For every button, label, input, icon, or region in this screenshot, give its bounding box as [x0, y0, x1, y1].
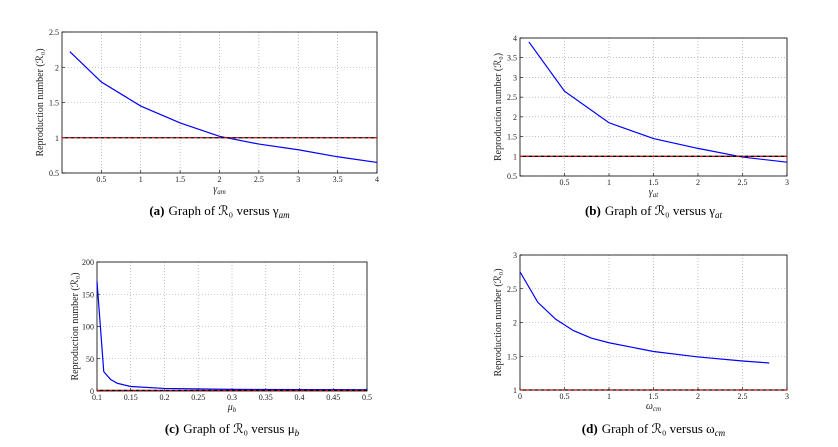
plot-frame	[519, 37, 788, 177]
y-axis-label: Reproduction number (ℛ₀)	[493, 53, 504, 161]
caption: (c) Graph of ℛ₀ versus μb	[165, 421, 300, 438]
y-tick-label: 1	[513, 386, 517, 395]
curve	[69, 51, 378, 164]
caption-sub: am	[279, 210, 291, 220]
caption-text: Graph of ℛ₀ versus γ	[605, 203, 715, 218]
x-tick-label: 3	[785, 178, 789, 187]
y-tick-label: 2	[55, 63, 59, 72]
x-tick-label: 2	[696, 392, 700, 401]
x-tick-label: 0.35	[259, 393, 273, 402]
y-tick-label: 3.5	[507, 54, 517, 63]
y-tick-label: 2.5	[507, 285, 517, 294]
caption-label: (d)	[582, 421, 598, 436]
caption-sub: cm	[715, 428, 726, 438]
x-tick-label: 0.25	[191, 393, 205, 402]
plot-frame	[61, 31, 378, 174]
y-tick-label: 2.5	[507, 93, 517, 102]
x-label-sub: at	[653, 191, 660, 199]
y-tick-label: 50	[86, 355, 94, 364]
y-tick-label: 100	[82, 323, 94, 332]
x-tick-label: 1	[139, 175, 143, 184]
x-tick-label: 2	[218, 175, 222, 184]
x-tick-label: 0.4	[295, 393, 305, 402]
y-tick-label: 2	[513, 319, 517, 328]
x-label-symbol: γ	[649, 187, 654, 198]
x-tick-label: 0.5	[560, 178, 570, 187]
y-tick-label: 3	[513, 73, 517, 82]
x-tick-label: 0.1	[92, 393, 102, 402]
x-label-symbol: ω	[646, 401, 653, 412]
y-tick-label: 1	[513, 152, 517, 161]
x-tick-label: 0.5	[96, 175, 106, 184]
curve	[519, 271, 770, 364]
x-tick-label: 1	[607, 392, 611, 401]
y-tick-label: 4	[513, 34, 517, 43]
y-tick-label: 200	[82, 258, 94, 267]
y-tick-label: 0.5	[49, 169, 59, 178]
x-tick-label: 0.15	[124, 393, 138, 402]
x-tick-label: 1.5	[175, 175, 185, 184]
caption-sub: at	[715, 210, 723, 220]
caption-text: Graph of ℛ₀ versus γ	[168, 203, 278, 218]
x-tick-label: 1.5	[649, 392, 659, 401]
caption-sub: b	[295, 428, 300, 438]
y-axis-label: Reproduction number (ℛ₀)	[493, 268, 504, 376]
x-tick-label: 3	[296, 175, 300, 184]
x-tick-label: 0	[518, 392, 522, 401]
y-tick-label: 0.5	[507, 172, 517, 181]
caption: (d) Graph of ℛ₀ versus ωcm	[582, 421, 726, 438]
caption-text: Graph of ℛ₀ versus ω	[602, 421, 715, 436]
x-tick-label: 0.3	[227, 393, 237, 402]
x-tick-label: 3	[785, 392, 789, 401]
caption-text: Graph of ℛ₀ versus μ	[183, 421, 294, 436]
x-tick-label: 2	[696, 178, 700, 187]
x-tick-label: 2.5	[254, 175, 264, 184]
x-tick-label: 2.5	[738, 392, 748, 401]
y-axis-label: Reproduction number (ℛ₀)	[70, 272, 81, 380]
x-label-symbol: μ	[227, 402, 233, 413]
x-tick-label: 0.45	[326, 393, 340, 402]
x-label-sub: am	[217, 188, 226, 196]
caption-label: (b)	[585, 203, 601, 218]
y-tick-label: 0	[90, 387, 94, 396]
y-axis-label: Reproduction number (ℛ₀)	[35, 48, 46, 156]
y-tick-label: 3	[513, 251, 517, 260]
caption: (b) Graph of ℛ₀ versus γat	[585, 203, 723, 220]
curve	[96, 281, 368, 391]
x-label-symbol: γ	[213, 184, 218, 195]
x-axis-label: ωcm	[646, 401, 661, 413]
y-tick-label: 2.5	[49, 28, 59, 37]
y-tick-label: 1.5	[507, 133, 517, 142]
x-tick-label: 3.5	[333, 175, 343, 184]
caption-label: (c)	[165, 421, 179, 436]
x-axis-label: γam	[213, 184, 226, 196]
y-tick-label: 1.5	[49, 99, 59, 108]
caption-label: (a)	[149, 203, 164, 218]
x-tick-label: 0.5	[560, 392, 570, 401]
x-label-sub: cm	[653, 405, 661, 413]
x-tick-label: 0.2	[160, 393, 170, 402]
caption: (a) Graph of ℛ₀ versus γam	[149, 203, 290, 220]
x-axis-label: γat	[649, 187, 659, 199]
x-tick-label: 1	[607, 178, 611, 187]
y-tick-label: 2	[513, 113, 517, 122]
x-tick-label: 4	[375, 175, 379, 184]
y-tick-label: 150	[82, 290, 94, 299]
x-tick-label: 1.5	[649, 178, 659, 187]
x-tick-label: 0.5	[362, 393, 372, 402]
curve	[528, 41, 788, 163]
y-tick-label: 1	[55, 134, 59, 143]
x-axis-label: μb	[227, 402, 237, 414]
y-tick-label: 1.5	[507, 352, 517, 361]
x-tick-label: 2.5	[738, 178, 748, 187]
x-label-sub: b	[233, 406, 237, 414]
